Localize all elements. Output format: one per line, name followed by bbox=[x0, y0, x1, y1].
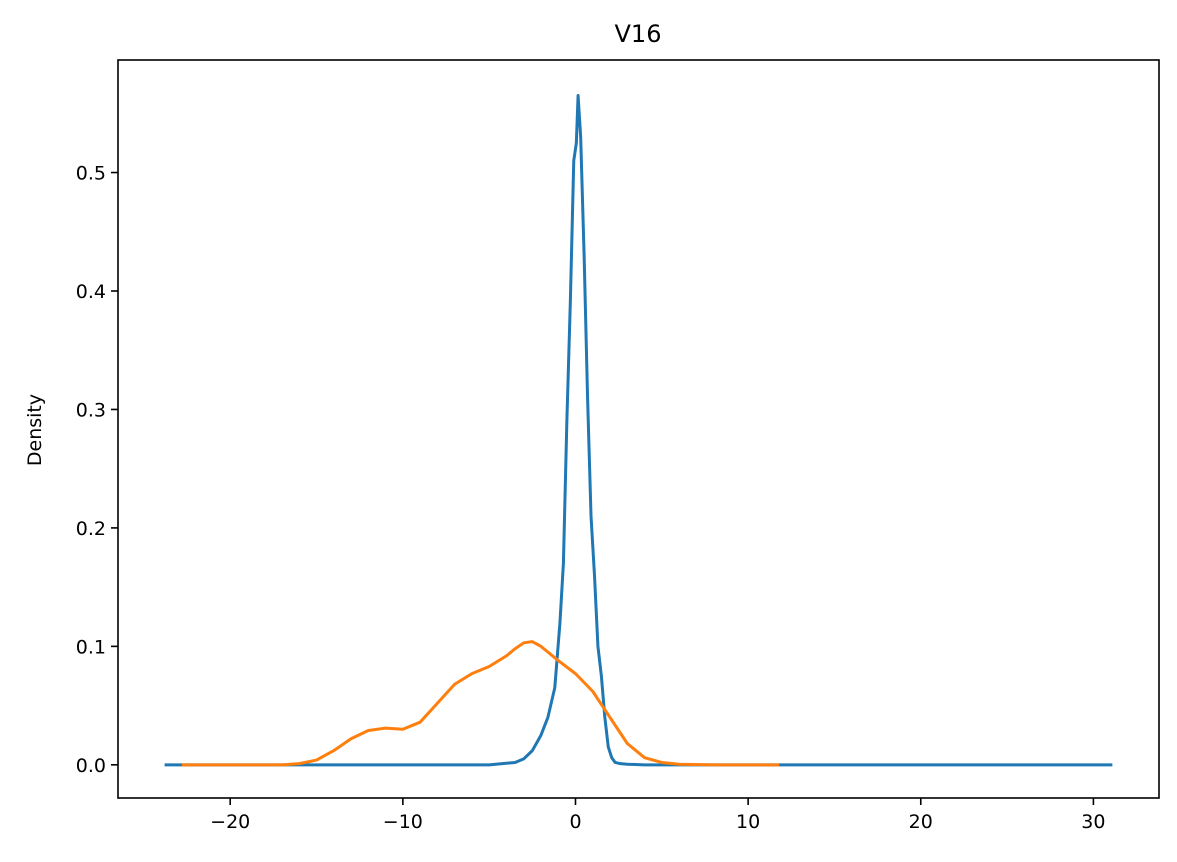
y-tick-label: 0.2 bbox=[76, 518, 106, 540]
plot-area bbox=[164, 94, 1113, 767]
plot-frame bbox=[117, 59, 1160, 799]
x-tick-label: 0 bbox=[569, 811, 581, 833]
y-axis-label: Density bbox=[24, 394, 46, 466]
chart-title: V16 bbox=[615, 20, 662, 48]
y-tick-label: 0.4 bbox=[76, 281, 106, 303]
x-tick-label: −20 bbox=[210, 811, 250, 833]
x-tick-label: −10 bbox=[383, 811, 423, 833]
series-line-1 bbox=[164, 94, 1113, 767]
x-tick-label: 30 bbox=[1081, 811, 1105, 833]
y-tick-label: 0.1 bbox=[76, 636, 106, 658]
y-tick-label: 0.5 bbox=[76, 163, 106, 185]
y-tick-label: 0.0 bbox=[76, 755, 106, 777]
x-tick-label: 20 bbox=[909, 811, 933, 833]
y-tick-label: 0.3 bbox=[76, 399, 106, 421]
series-line-2 bbox=[181, 640, 780, 767]
x-tick-label: 10 bbox=[736, 811, 760, 833]
axis-ticks: −20 −10 0 10 20 30 0.0 0.1 0.2 0.3 0.4 0.5 bbox=[76, 163, 1106, 833]
